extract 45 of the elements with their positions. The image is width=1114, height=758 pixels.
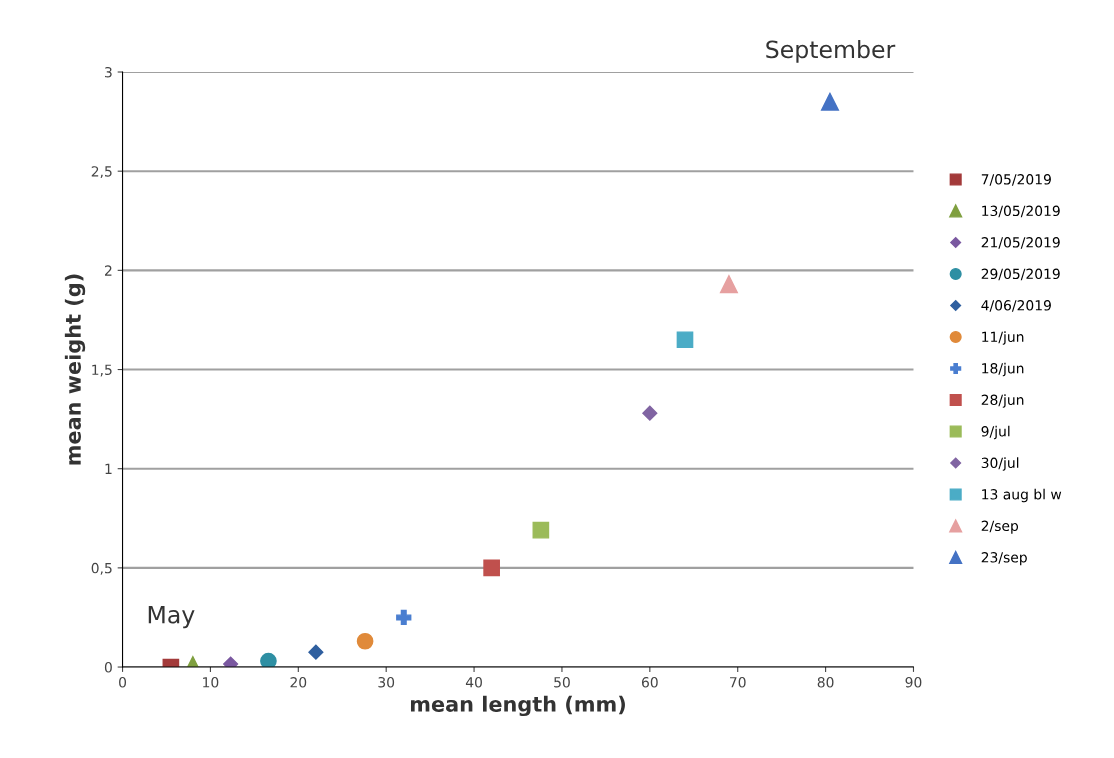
annotation: May xyxy=(148,606,195,629)
y-tick-label: 1,5 xyxy=(92,364,112,377)
legend-label: 18/jun xyxy=(982,362,1024,377)
x-tick-label: 40 xyxy=(465,677,482,688)
x-tick-label: 60 xyxy=(641,677,658,688)
point xyxy=(308,644,324,660)
legend-label: 13/05/2019 xyxy=(982,205,1060,218)
y-tick-label: 0,5 xyxy=(91,562,112,575)
legend-label: 28/jun xyxy=(981,394,1024,408)
point xyxy=(532,521,550,539)
point xyxy=(356,632,374,650)
point xyxy=(396,609,412,626)
y-axis-title: mean weight (g) xyxy=(64,274,86,465)
x-tick-label: 30 xyxy=(378,677,395,688)
point xyxy=(260,652,277,668)
y-tick-label: 1 xyxy=(105,463,112,474)
point xyxy=(820,92,840,111)
x-tick-label: 10 xyxy=(203,677,219,688)
legend-label: 4/06/2019 xyxy=(981,300,1051,312)
point xyxy=(642,405,658,421)
x-axis-title: mean length (mm) xyxy=(410,695,625,717)
legend-label: 30/jul xyxy=(981,457,1019,471)
point xyxy=(223,656,239,668)
legend-label: 13 aug bl w xyxy=(982,488,1062,503)
x-tick-label: 80 xyxy=(817,677,834,688)
legend-label: 11/jun xyxy=(982,331,1024,345)
legend-label: 7/05/2019 xyxy=(981,174,1051,186)
y-tick-label: 2,5 xyxy=(91,166,112,179)
legend-label: 29/05/2019 xyxy=(981,268,1060,281)
annotation: September xyxy=(766,40,896,63)
legend-label: 23/sep xyxy=(981,552,1027,566)
legend-label: 2/sep xyxy=(981,520,1019,534)
point xyxy=(719,275,738,294)
point xyxy=(483,559,500,577)
legend-label: 9/jul xyxy=(981,425,1010,440)
x-tick-label: 0 xyxy=(119,677,127,688)
x-tick-label: 70 xyxy=(730,677,746,688)
x-tick-label: 90 xyxy=(905,677,922,688)
legend-label: 21/05/2019 xyxy=(981,237,1060,249)
x-tick-label: 50 xyxy=(554,677,570,688)
x-tick-label: 20 xyxy=(290,677,307,688)
y-tick-label: 2 xyxy=(105,265,112,276)
y-tick-label: 0 xyxy=(104,662,112,673)
y-tick-label: 3 xyxy=(105,66,112,78)
point xyxy=(676,331,694,349)
